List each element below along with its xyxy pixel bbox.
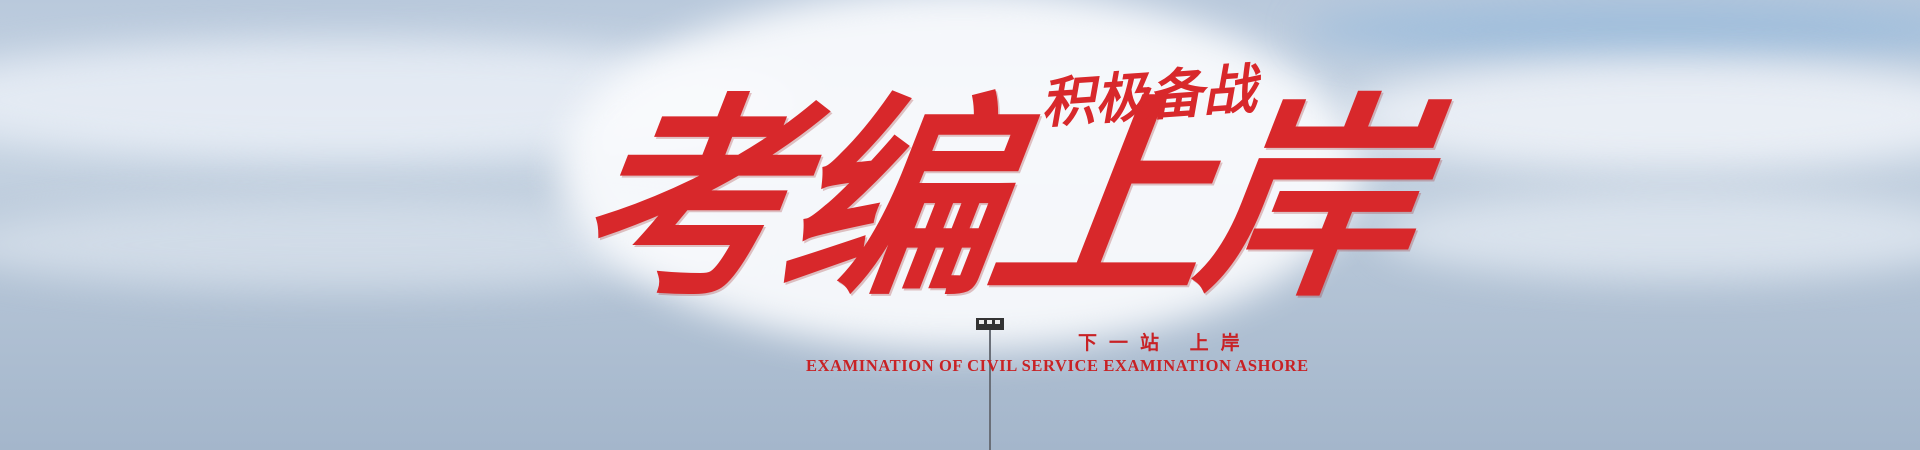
cloud: [1350, 60, 1920, 170]
cloud: [560, 0, 1360, 350]
slogan: 积极备战: [1038, 56, 1259, 136]
lamp-light: [987, 320, 992, 324]
cloud: [1300, 0, 1920, 60]
subtitle: EXAMINATION OF CIVIL SERVICE EXAMINATION…: [806, 356, 1309, 375]
lamp-light: [979, 320, 984, 324]
lamp-light: [995, 320, 1000, 324]
lamp-post: [976, 318, 1004, 450]
lamp-pole: [989, 330, 991, 450]
cloud: [1380, 190, 1920, 280]
title: 考编上岸: [562, 73, 1426, 326]
tagline: 下一站 上岸: [1078, 332, 1252, 354]
